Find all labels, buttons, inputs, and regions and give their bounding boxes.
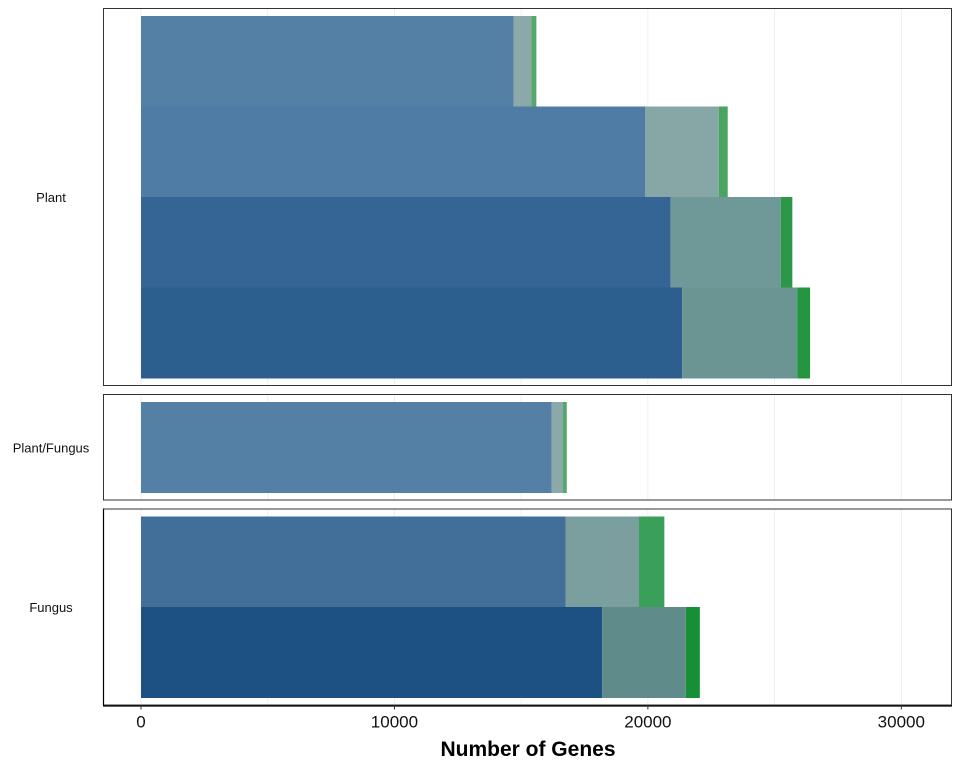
bar-segment — [551, 402, 563, 493]
bar-segment — [670, 197, 781, 288]
x-tick-label: 0 — [136, 713, 145, 732]
x-axis: 0 10000 20000 30000 — [102, 508, 952, 732]
bar-segment — [565, 516, 640, 608]
facet-label: Fungus — [29, 600, 73, 615]
facet-panel-border — [103, 8, 952, 386]
bar-segment — [639, 516, 665, 608]
bar-segment — [685, 607, 700, 698]
bar-segment — [141, 516, 566, 608]
bar-segment — [562, 402, 567, 493]
x-tick-label: 30000 — [878, 713, 925, 732]
panels-layer: Plant Plant/Fungus Fungus — [13, 8, 952, 706]
bar-segment — [513, 16, 532, 107]
x-axis-title: Number of Genes — [440, 738, 615, 761]
bar-segment — [141, 607, 603, 698]
bar-segment — [141, 197, 671, 288]
bar-segment — [141, 402, 552, 493]
bar-segment — [141, 287, 683, 379]
bar-segment — [141, 106, 646, 198]
x-tick-label: 20000 — [624, 713, 671, 732]
facet-label: Plant — [36, 190, 66, 205]
bars-layer — [141, 16, 811, 698]
bar-segment — [718, 106, 728, 198]
facet-panel-border — [103, 394, 952, 501]
x-tick-label: 10000 — [371, 713, 418, 732]
bar-segment — [141, 16, 514, 107]
bar-segment — [797, 287, 811, 379]
bar-segment — [780, 197, 793, 288]
bar-segment — [645, 106, 719, 198]
facet-label: Plant/Fungus — [13, 440, 90, 455]
bar-segment — [602, 607, 686, 698]
bar-segment — [531, 16, 537, 107]
bar-segment — [682, 287, 798, 379]
